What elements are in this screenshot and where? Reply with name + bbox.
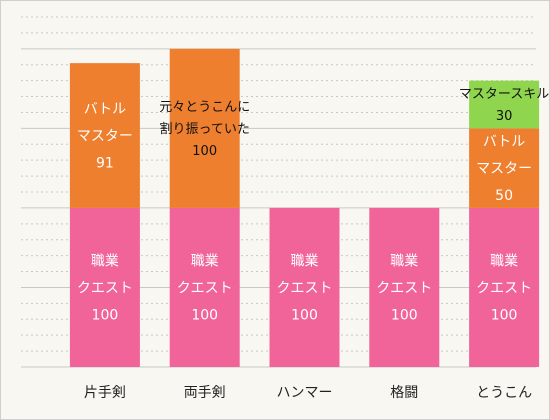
segment-label-line: マスタースキル xyxy=(459,87,549,102)
segment-label-line: 30 xyxy=(496,109,513,124)
bar-1: 職業クエスト 100 バトルマスター 91 xyxy=(69,63,140,367)
segment-label: 職業クエスト 100 xyxy=(376,253,432,323)
segment-label: 職業クエスト 100 xyxy=(277,253,333,323)
bar-segment xyxy=(469,207,540,367)
segment-label-line: 100 xyxy=(291,307,318,323)
bar-segment xyxy=(469,80,540,129)
segment-label-line: 100 xyxy=(191,307,218,323)
segment-label: 職業クエスト 100 xyxy=(476,253,532,323)
segment-label: 職業クエスト 100 xyxy=(177,253,233,323)
category-label: 両手剣 xyxy=(184,385,226,401)
bar-segment xyxy=(69,63,140,208)
bar-segment xyxy=(469,128,540,208)
segment-label: 元々とうこんに割り振っていた 100 xyxy=(159,100,250,159)
segment-label-line: 割り振っていた xyxy=(160,121,250,137)
category-label: 格闘 xyxy=(390,385,418,401)
segment-label-line: クエスト xyxy=(376,280,432,296)
segment-label-line: クエスト xyxy=(77,280,133,296)
segment-label-line: 職業 xyxy=(191,253,219,269)
bar-segment xyxy=(169,48,240,208)
segment-label-line: バトル xyxy=(483,134,525,150)
segment-label-line: バトル xyxy=(84,101,126,117)
segment-label-line: 元々とうこんに xyxy=(159,100,250,115)
segment-label-line: 50 xyxy=(495,188,513,204)
segment-label-line: 100 xyxy=(92,307,119,323)
segment-label-line: 職業 xyxy=(91,253,119,269)
segment-label-line: 職業 xyxy=(390,253,418,269)
bar-segment xyxy=(269,207,340,367)
segment-label-line: クエスト xyxy=(177,280,233,296)
segment-label-line: 職業 xyxy=(291,253,319,269)
segment-label-line: クエスト xyxy=(476,280,532,296)
segment-label-line: 100 xyxy=(192,144,217,159)
bar-segment xyxy=(369,207,440,367)
segment-label-line: 91 xyxy=(96,155,114,171)
bar-4: 職業クエスト 100 xyxy=(369,207,440,367)
bar-segment xyxy=(69,207,140,367)
segment-label-line: 100 xyxy=(491,307,518,323)
bar-segment xyxy=(169,207,240,367)
bar-5: 職業クエスト 100 バトルマスター 50 マスタースキル 30 xyxy=(459,80,549,367)
category-label: ハンマー xyxy=(277,385,333,401)
segment-label: マスタースキル 30 xyxy=(459,87,549,124)
segment-label: 職業クエスト 100 xyxy=(77,253,133,323)
segment-label-line: 100 xyxy=(391,307,418,323)
bar-2: 職業クエスト 100 元々とうこんに割り振っていた 100 xyxy=(159,48,250,367)
segment-label: バトルマスター 50 xyxy=(476,134,532,204)
category-label: とうこん xyxy=(476,385,532,401)
bar-3: 職業クエスト 100 xyxy=(269,207,340,367)
category-label: 片手剣 xyxy=(84,385,126,401)
segment-label-line: クエスト xyxy=(277,280,333,296)
segment-label-line: マスター xyxy=(476,161,532,177)
segment-label-line: 職業 xyxy=(490,253,518,269)
segment-label: バトルマスター 91 xyxy=(77,101,133,171)
segment-label-line: マスター xyxy=(77,128,133,144)
